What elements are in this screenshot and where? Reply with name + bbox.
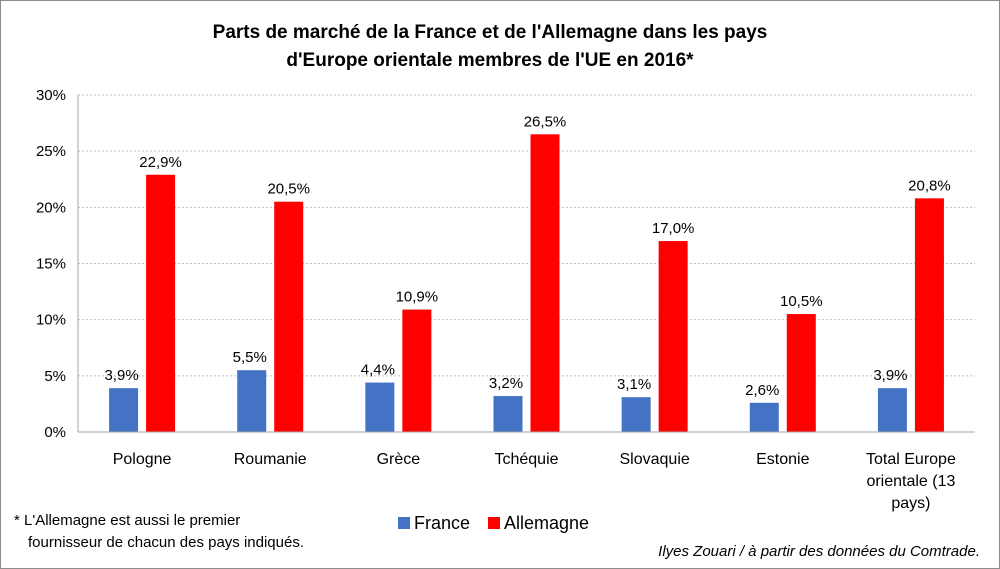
footnote: * L'Allemagne est aussi le premier fourn… xyxy=(14,510,304,554)
gridlines xyxy=(78,94,975,377)
y-tick-label: 10% xyxy=(36,312,66,329)
bars xyxy=(109,134,944,433)
y-tick-label: 25% xyxy=(36,143,66,160)
footnote-line-1: * L'Allemagne est aussi le premier xyxy=(14,512,241,529)
data-label-allemagne: 26,5% xyxy=(524,113,567,130)
legend-label-allemagne: Allemagne xyxy=(504,513,589,533)
data-label-france: 2,6% xyxy=(745,382,779,399)
bar-allemagne xyxy=(274,201,304,432)
source-credit: Ilyes Zouari / à partir des données du C… xyxy=(658,543,980,560)
y-tick-label: 30% xyxy=(36,87,66,104)
x-category-label: Pologne xyxy=(113,451,172,468)
chart-title-line-1: Parts de marché de la France et de l'All… xyxy=(213,22,768,43)
bar-france xyxy=(365,382,395,432)
data-label-allemagne: 17,0% xyxy=(652,220,695,237)
data-label-france: 3,9% xyxy=(104,367,138,384)
bar-allemagne xyxy=(786,314,816,432)
data-label-france: 5,5% xyxy=(233,349,267,366)
bar-allemagne xyxy=(530,134,560,433)
x-category-label: Grèce xyxy=(377,451,421,468)
data-label-france: 3,1% xyxy=(617,376,651,393)
data-label-allemagne: 20,5% xyxy=(267,181,310,198)
legend: France Allemagne xyxy=(398,513,589,533)
x-category-label: Roumanie xyxy=(234,451,307,468)
bar-france xyxy=(237,370,267,432)
y-tick-label: 0% xyxy=(44,424,66,441)
y-tick-label: 20% xyxy=(36,199,66,216)
footnote-line-2: fournisseur de chacun des pays indiqués. xyxy=(28,534,305,551)
x-axis-categories: Pologne Roumanie Grèce Tchéquie Slovaquie Est… xyxy=(113,451,956,512)
chart-title-line-2: d'Europe orientale membres de l'UE en 20… xyxy=(286,50,694,71)
bar-allemagne xyxy=(146,174,176,433)
legend-swatch-france xyxy=(398,517,410,529)
x-category-label: Estonie xyxy=(756,451,809,468)
data-label-allemagne: 20,8% xyxy=(908,177,951,194)
data-label-allemagne: 22,9% xyxy=(139,154,182,171)
x-category-label: Total Europe xyxy=(866,451,956,468)
x-category-label: pays) xyxy=(891,495,930,512)
bar-france xyxy=(493,396,523,432)
data-label-allemagne: 10,5% xyxy=(780,293,823,310)
legend-label-france: France xyxy=(414,513,470,533)
bar-allemagne xyxy=(402,309,432,432)
chart-title: Parts de marché de la France et de l'All… xyxy=(213,22,768,71)
bar-france xyxy=(877,388,907,432)
x-category-label: Tchéquie xyxy=(494,451,558,468)
y-tick-label: 5% xyxy=(44,368,66,385)
bar-allemagne xyxy=(658,241,688,432)
bar-france xyxy=(749,402,779,432)
y-tick-label: 15% xyxy=(36,256,66,273)
data-label-france: 3,9% xyxy=(873,367,907,384)
x-category-label: orientale (13 xyxy=(866,473,955,490)
data-labels: 3,9% 22,9% 5,5% 20,5% 4,4% 10,9% 3,2% 26,5% 3,1%… xyxy=(104,113,950,398)
y-axis-ticks: 0% 5% 10% 15% 20% 25% 30% xyxy=(36,87,66,441)
data-label-france: 3,2% xyxy=(489,375,523,392)
legend-swatch-allemagne xyxy=(488,517,500,529)
data-label-france: 4,4% xyxy=(361,362,395,379)
x-category-label: Slovaquie xyxy=(620,451,690,468)
bar-allemagne xyxy=(914,198,944,432)
data-label-allemagne: 10,9% xyxy=(396,289,439,306)
bar-france xyxy=(621,397,651,432)
bar-france xyxy=(109,388,139,432)
